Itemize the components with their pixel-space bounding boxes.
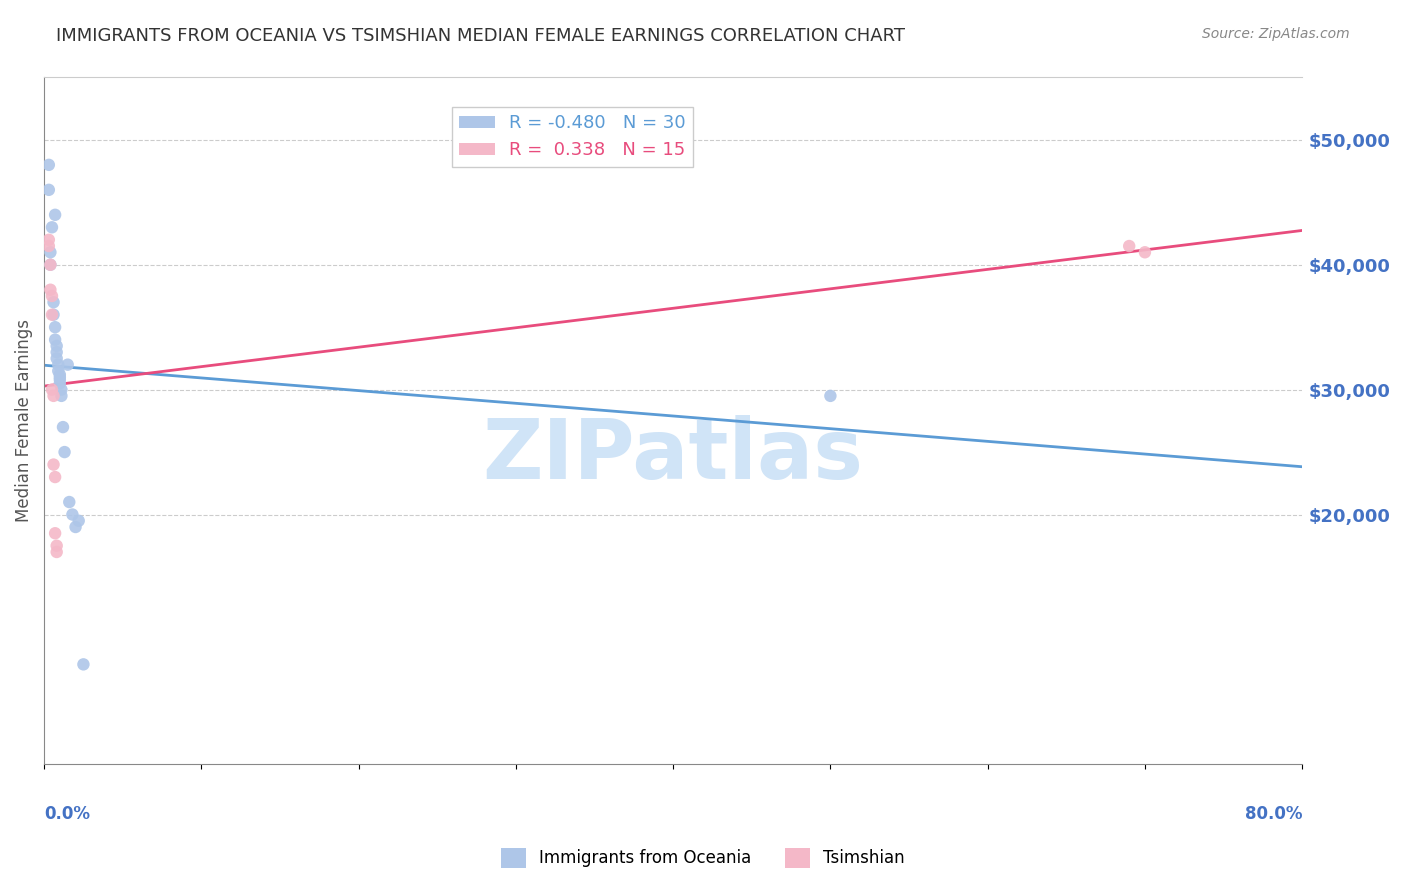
Point (45, 545, 67, 559)
Point (820, 389, 842, 403)
Point (51, 383, 73, 397)
Point (41, 220, 63, 235)
Point (1118, 239, 1140, 253)
Point (67, 514, 90, 528)
Point (45, 345, 67, 359)
Point (44, 320, 66, 334)
Y-axis label: Median Female Earnings: Median Female Earnings (15, 319, 32, 523)
Point (42, 295, 65, 310)
Point (62, 508, 84, 522)
Text: 80.0%: 80.0% (1244, 805, 1302, 823)
Text: Source: ZipAtlas.com: Source: ZipAtlas.com (1202, 27, 1350, 41)
Point (42, 458, 65, 472)
Point (51, 389, 73, 403)
Text: ZIPatlas: ZIPatlas (482, 415, 863, 496)
Point (72, 657, 94, 672)
Point (49, 376, 72, 391)
Point (42, 308, 65, 322)
Point (58, 495, 80, 509)
Point (49, 370, 72, 384)
Point (39, 258, 62, 272)
Point (38, 233, 60, 247)
Point (39, 258, 62, 272)
Point (39, 245, 62, 260)
Point (38, 239, 60, 253)
Point (52, 420, 75, 434)
Point (45, 351, 67, 366)
Point (44, 470, 66, 484)
Point (1133, 245, 1156, 260)
Point (44, 333, 66, 347)
Point (53, 445, 76, 459)
Point (45, 339, 67, 353)
Point (44, 526, 66, 541)
Point (41, 383, 63, 397)
Point (46, 358, 69, 372)
Point (38, 183, 60, 197)
Point (49, 368, 72, 382)
Point (45, 539, 67, 553)
Point (49, 373, 72, 387)
Point (41, 308, 63, 322)
Point (38, 158, 60, 172)
Point (41, 289, 63, 303)
Point (42, 389, 65, 403)
Legend: Immigrants from Oceania, Tsimshian: Immigrants from Oceania, Tsimshian (495, 841, 911, 875)
Point (44, 208, 66, 222)
Point (46, 364, 69, 378)
Legend: R = -0.480   N = 30, R =  0.338   N = 15: R = -0.480 N = 30, R = 0.338 N = 15 (451, 107, 693, 167)
Text: 0.0%: 0.0% (44, 805, 90, 823)
Text: IMMIGRANTS FROM OCEANIA VS TSIMSHIAN MEDIAN FEMALE EARNINGS CORRELATION CHART: IMMIGRANTS FROM OCEANIA VS TSIMSHIAN MED… (56, 27, 905, 45)
Point (65, 520, 87, 534)
Point (39, 283, 62, 297)
Point (56, 358, 79, 372)
